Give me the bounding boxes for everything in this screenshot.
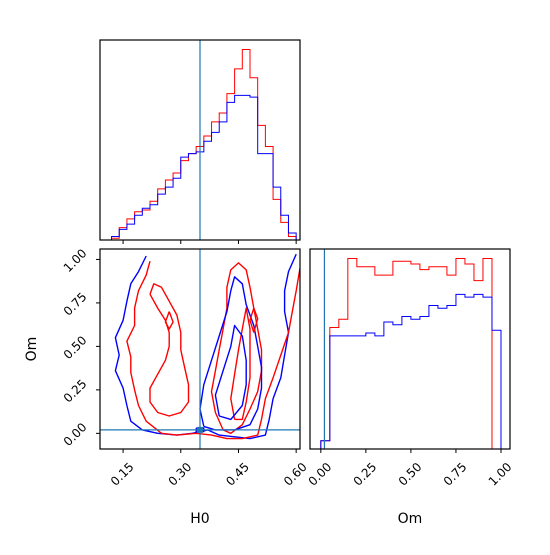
contour-H0-Om-contour-6	[214, 324, 247, 421]
hist-Om-series-1	[311, 293, 510, 450]
contour-H0-Om-contour-7	[164, 311, 174, 330]
contour-H0-Om-contour-3	[210, 262, 263, 434]
contour-H0-Om-ylabel: Om	[24, 337, 40, 362]
hist-Om-frame	[309, 248, 511, 450]
contour-H0-Om-contour-2	[149, 283, 190, 417]
contour-H0-Om-xtick-label-2: 0.45	[223, 460, 252, 489]
contour-H0-Om-xtick-label-1: 0.30	[166, 460, 195, 489]
hist-H0-frame	[99, 39, 301, 241]
hist-Om-xlabel: Om	[398, 511, 423, 527]
hist-Om-series-0	[311, 258, 510, 450]
contour-H0-Om-truth-marker	[197, 426, 203, 433]
contour-H0-Om-xtick-label-0: 0.15	[108, 460, 137, 489]
contour-H0-Om-ytick-label-1: 0.25	[61, 377, 90, 406]
contour-H0-Om-contour-8	[249, 307, 259, 333]
contour-H0-Om-contour-4	[230, 307, 251, 421]
hist-Om-xtick-label-2: 0.50	[396, 460, 425, 489]
contour-H0-Om-ytick-label-2: 0.50	[61, 333, 90, 362]
contour-H0-Om-ytick-label-4: 1.00	[61, 246, 90, 275]
hist-Om-xtick-label-3: 0.75	[441, 460, 470, 489]
contour-H0-Om-xtick-label-3: 0.60	[281, 460, 310, 489]
hist-H0-series-1	[111, 94, 297, 240]
contour-H0-Om-xlabel: H0	[190, 511, 209, 527]
contour-H0-Om-ytick-label-0: 0.00	[61, 420, 90, 449]
hist-Om-xtick-label-4: 1.00	[486, 460, 515, 489]
contour-H0-Om-ytick-label-3: 0.75	[61, 290, 90, 319]
contour-H0-Om-contour-5	[199, 276, 263, 431]
contour-H0-Om-contour-1	[126, 261, 300, 440]
hist-Om-xtick-label-1: 0.25	[351, 460, 380, 489]
hist-Om-xtick-label-0: 0.00	[306, 460, 335, 489]
contour-H0-Om-frame	[99, 248, 301, 450]
